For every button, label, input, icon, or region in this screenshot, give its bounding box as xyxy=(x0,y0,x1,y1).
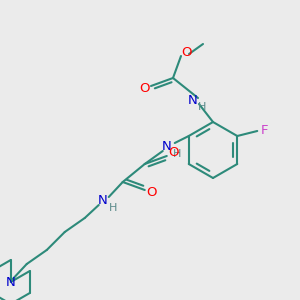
Text: N: N xyxy=(188,94,198,106)
Text: O: O xyxy=(169,146,179,160)
Text: F: F xyxy=(260,124,268,137)
Text: H: H xyxy=(172,149,181,159)
Text: N: N xyxy=(98,194,108,206)
Text: N: N xyxy=(6,275,16,289)
Text: H: H xyxy=(198,102,206,112)
Text: O: O xyxy=(139,82,149,94)
Text: O: O xyxy=(146,187,157,200)
Text: H: H xyxy=(109,203,117,213)
Text: O: O xyxy=(181,46,191,59)
Text: N: N xyxy=(162,140,172,152)
